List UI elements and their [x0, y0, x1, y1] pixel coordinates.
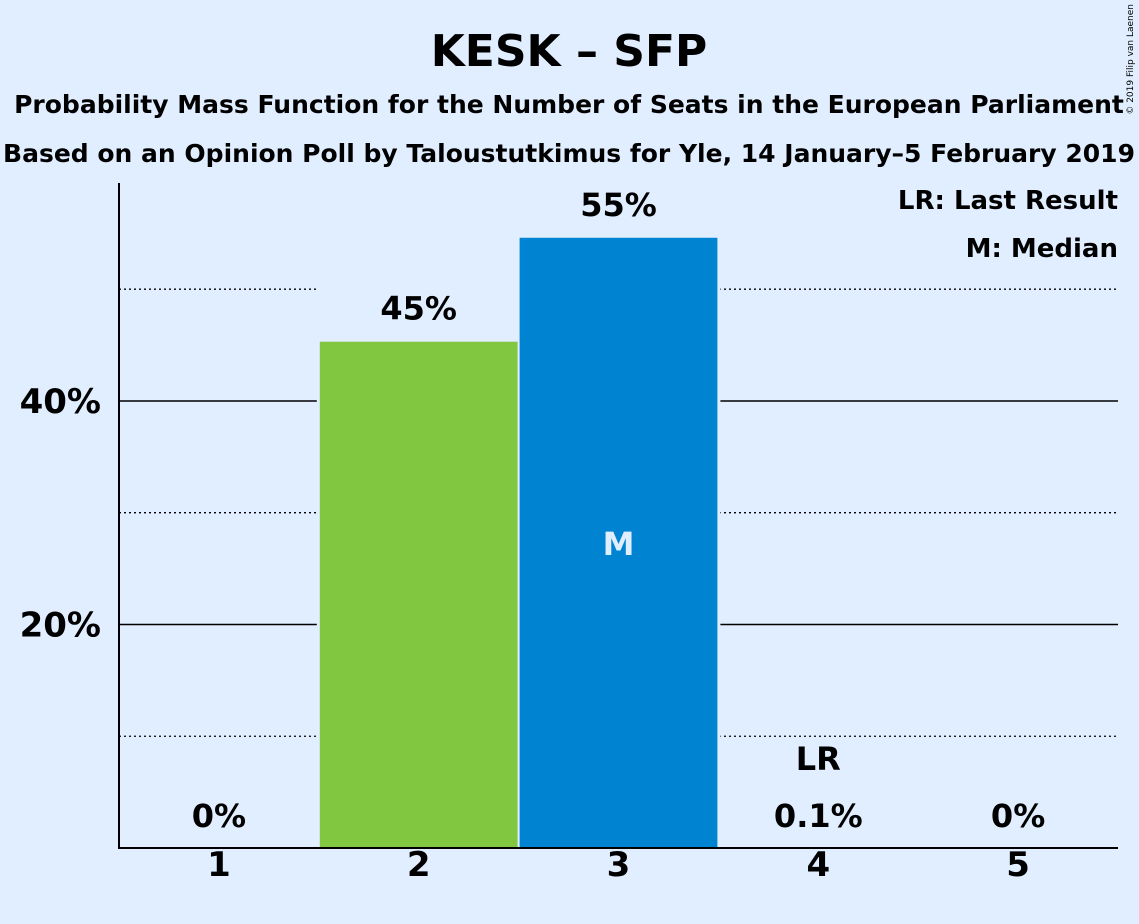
bars: [316, 183, 721, 848]
data-label-4: 0.1%: [774, 797, 863, 835]
last-result-marker: LR: [796, 740, 841, 778]
x-axis-ticks: 1 2 3 4 5: [207, 845, 1030, 885]
data-label-3: 55%: [580, 186, 657, 224]
chart-subtitle-line-1: Probability Mass Function for the Number…: [14, 90, 1124, 119]
data-label-1: 0%: [192, 797, 246, 835]
legend-last-result: LR: Last Result: [898, 186, 1118, 216]
legend-median: M: Median: [966, 234, 1118, 264]
y-axis-ticks: 20% 40%: [20, 382, 101, 646]
x-tick-label-5: 5: [1006, 845, 1030, 885]
data-labels: 0% 45% 55% M 0.1% LR 0%: [192, 186, 1046, 835]
chart-title: KESK – SFP: [431, 26, 708, 77]
x-tick-label-2: 2: [407, 845, 431, 885]
y-tick-label-0: 20%: [20, 605, 101, 645]
bar-3: [519, 237, 718, 848]
data-label-5: 0%: [991, 797, 1045, 835]
copyright-notice: © 2019 Filip van Laenen: [1126, 4, 1136, 115]
chart-subtitle-line-2: Based on an Opinion Poll by Taloustutkim…: [3, 139, 1135, 168]
median-marker: M: [603, 525, 635, 563]
bar-2: [319, 341, 518, 848]
data-label-2: 45%: [380, 290, 457, 328]
x-tick-label-4: 4: [806, 845, 830, 885]
y-tick-label-1: 40%: [20, 382, 101, 422]
x-tick-label-1: 1: [207, 845, 231, 885]
x-tick-label-3: 3: [607, 845, 631, 885]
